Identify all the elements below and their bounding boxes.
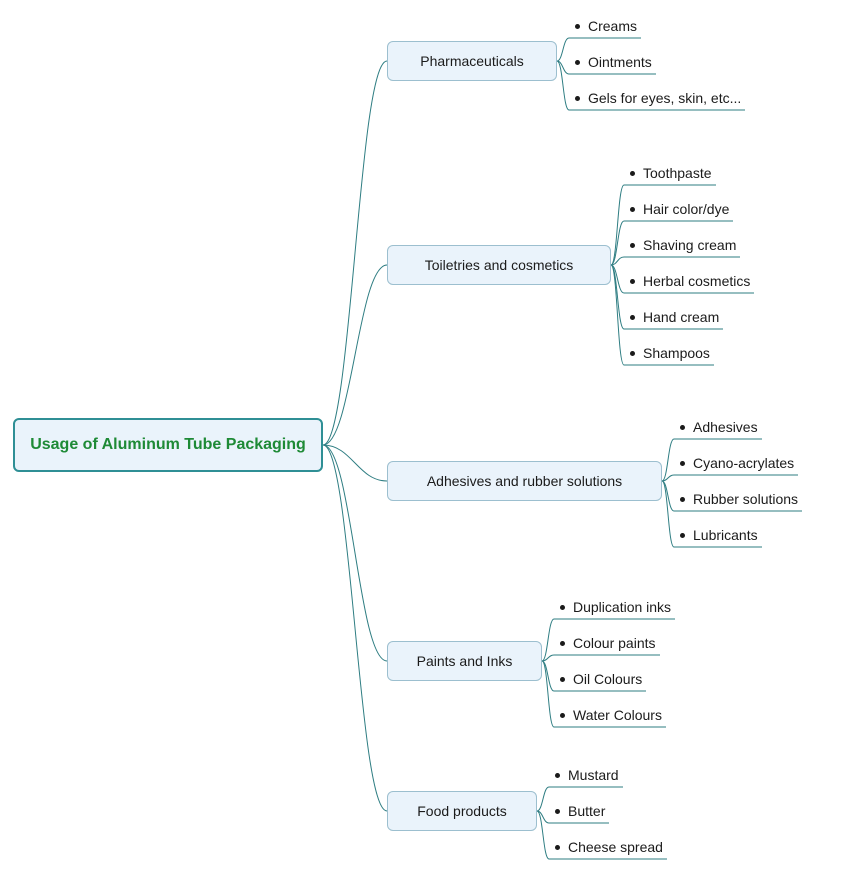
bullet-icon — [575, 60, 580, 65]
leaf-label-text: Hand cream — [643, 309, 719, 325]
category-node-adhesives: Adhesives and rubber solutions — [387, 461, 662, 501]
bullet-icon — [630, 315, 635, 320]
category-label: Food products — [417, 803, 507, 819]
leaf-item: Gels for eyes, skin, etc... — [575, 90, 741, 106]
leaf-item: Toothpaste — [630, 165, 712, 181]
root-label: Usage of Aluminum Tube Packaging — [30, 436, 306, 454]
leaf-item: Shampoos — [630, 345, 710, 361]
leaf-item: Oil Colours — [560, 671, 642, 687]
bullet-icon — [560, 605, 565, 610]
leaf-label-text: Rubber solutions — [693, 491, 798, 507]
leaf-item: Cheese spread — [555, 839, 663, 855]
leaf-label-text: Hair color/dye — [643, 201, 729, 217]
leaf-item: Colour paints — [560, 635, 656, 651]
leaf-item: Hair color/dye — [630, 201, 729, 217]
leaf-item: Ointments — [575, 54, 652, 70]
bullet-icon — [560, 677, 565, 682]
leaf-label-text: Mustard — [568, 767, 619, 783]
category-label: Paints and Inks — [417, 653, 513, 669]
bullet-icon — [680, 533, 685, 538]
leaf-label-text: Ointments — [588, 54, 652, 70]
bullet-icon — [630, 171, 635, 176]
category-node-food: Food products — [387, 791, 537, 831]
category-node-pharma: Pharmaceuticals — [387, 41, 557, 81]
leaf-label-text: Herbal cosmetics — [643, 273, 750, 289]
leaf-item: Adhesives — [680, 419, 758, 435]
leaf-item: Mustard — [555, 767, 619, 783]
leaf-item: Lubricants — [680, 527, 758, 543]
leaf-label-text: Creams — [588, 18, 637, 34]
bullet-icon — [555, 773, 560, 778]
root-node: Usage of Aluminum Tube Packaging — [13, 418, 323, 472]
leaf-label-text: Gels for eyes, skin, etc... — [588, 90, 741, 106]
category-label: Pharmaceuticals — [420, 53, 524, 69]
category-node-toiletries: Toiletries and cosmetics — [387, 245, 611, 285]
leaf-item: Cyano-acrylates — [680, 455, 794, 471]
leaf-label-text: Duplication inks — [573, 599, 671, 615]
bullet-icon — [555, 845, 560, 850]
bullet-icon — [630, 279, 635, 284]
leaf-label-text: Toothpaste — [643, 165, 712, 181]
leaf-label-text: Colour paints — [573, 635, 656, 651]
leaf-label-text: Butter — [568, 803, 605, 819]
category-label: Adhesives and rubber solutions — [427, 473, 622, 489]
leaf-item: Butter — [555, 803, 605, 819]
bullet-icon — [575, 24, 580, 29]
leaf-item: Creams — [575, 18, 637, 34]
bullet-icon — [680, 425, 685, 430]
leaf-label-text: Cyano-acrylates — [693, 455, 794, 471]
bullet-icon — [630, 351, 635, 356]
bullet-icon — [575, 96, 580, 101]
leaf-label-text: Lubricants — [693, 527, 758, 543]
leaf-label-text: Shaving cream — [643, 237, 736, 253]
leaf-item: Shaving cream — [630, 237, 736, 253]
bullet-icon — [630, 207, 635, 212]
leaf-item: Duplication inks — [560, 599, 671, 615]
bullet-icon — [630, 243, 635, 248]
leaf-item: Herbal cosmetics — [630, 273, 750, 289]
bullet-icon — [680, 497, 685, 502]
leaf-label-text: Water Colours — [573, 707, 662, 723]
leaf-label-text: Adhesives — [693, 419, 758, 435]
leaf-item: Water Colours — [560, 707, 662, 723]
category-label: Toiletries and cosmetics — [425, 257, 574, 273]
leaf-item: Hand cream — [630, 309, 719, 325]
bullet-icon — [560, 641, 565, 646]
leaf-label-text: Oil Colours — [573, 671, 642, 687]
leaf-item: Rubber solutions — [680, 491, 798, 507]
category-node-paints: Paints and Inks — [387, 641, 542, 681]
bullet-icon — [560, 713, 565, 718]
bullet-icon — [680, 461, 685, 466]
bullet-icon — [555, 809, 560, 814]
leaf-label-text: Shampoos — [643, 345, 710, 361]
leaf-label-text: Cheese spread — [568, 839, 663, 855]
